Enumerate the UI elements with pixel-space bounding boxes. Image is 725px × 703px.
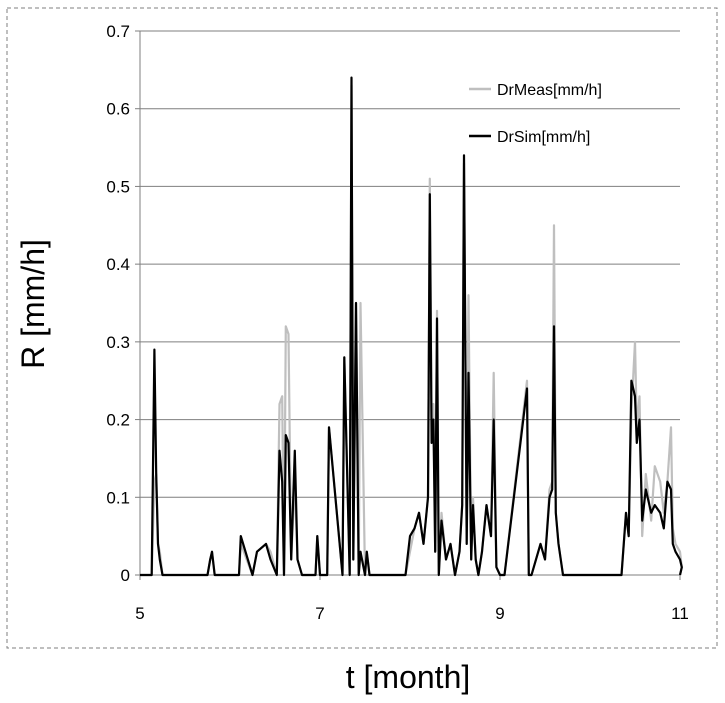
x-tick-label: 7 (315, 604, 324, 623)
gridlines (140, 30, 680, 498)
y-tick-label: 0.4 (106, 255, 130, 274)
x-tick-label: 9 (495, 604, 504, 623)
tick-labels: 0 0.1 0.2 0.3 0.4 0.5 0.6 0.7 5 7 9 11 (106, 22, 688, 623)
x-tick-label: 11 (671, 604, 689, 623)
y-axis-title: R [mm/h] (15, 239, 51, 369)
y-tick-label: 0.1 (106, 488, 130, 507)
legend-label-meas: DrMeas[mm/h] (497, 82, 602, 99)
y-tick-label: 0.2 (106, 411, 130, 430)
y-tick-label: 0.5 (106, 177, 130, 196)
x-tick-label: 5 (135, 604, 144, 623)
legend-label-sim: DrSim[mm/h] (497, 129, 590, 146)
series-line-meas (140, 84, 683, 577)
chart-frame (6, 7, 718, 649)
y-tick-label: 0 (121, 566, 130, 585)
series-line-sim (140, 76, 683, 577)
series-lines (140, 76, 683, 577)
y-tick-label: 0.7 (106, 22, 130, 41)
x-axis-title: t [month] (346, 659, 471, 695)
y-tick-label: 0.3 (106, 333, 130, 352)
y-tick-label: 0.6 (106, 100, 130, 119)
legend: DrMeas[mm/h] DrSim[mm/h] (469, 82, 602, 146)
